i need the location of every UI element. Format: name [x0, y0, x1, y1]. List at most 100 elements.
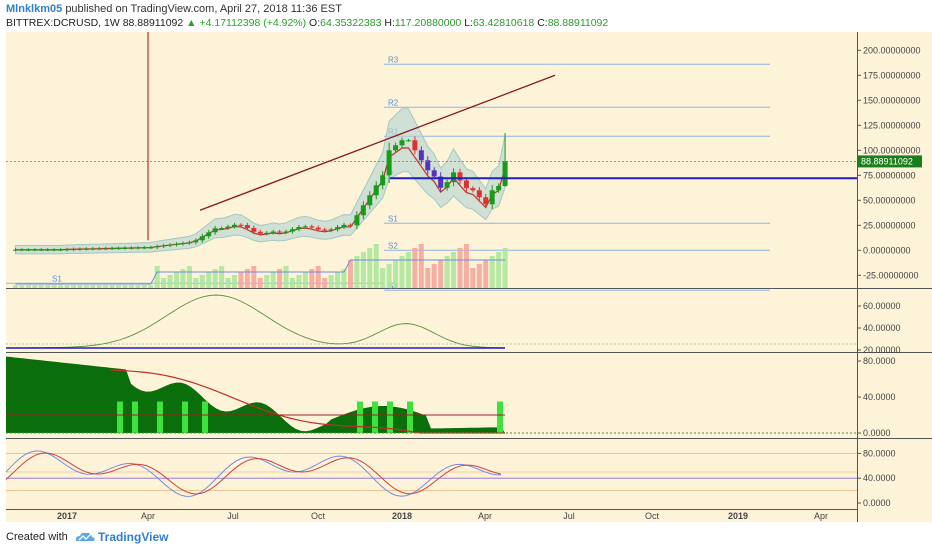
last-price-text: 88.88911092 [122, 17, 184, 29]
volume-bar [470, 268, 476, 288]
price-tick-label: 0.00000000 [863, 245, 911, 255]
candle-body [360, 205, 366, 216]
volume-bar [109, 285, 115, 288]
indicator-tick-label: 0.0000 [863, 428, 891, 438]
volume-bar [418, 244, 424, 288]
volume-bar [122, 285, 128, 288]
time-tick-label: Apr [814, 511, 828, 521]
indicator-pane-3[interactable] [6, 439, 857, 509]
candle-body [128, 247, 134, 249]
tradingview-logo-icon[interactable] [74, 530, 96, 543]
oscillator-spike [407, 401, 413, 433]
candle-body [180, 243, 186, 245]
candle-body [251, 228, 257, 232]
volume-bar [135, 285, 141, 288]
last-price-badge-label: 88.88911092 [861, 156, 913, 166]
time-tick-label: 2018 [392, 511, 412, 521]
candle-body [463, 180, 469, 189]
volume-bar [315, 266, 321, 288]
volume-bar [116, 285, 122, 288]
volume-bar [386, 264, 392, 288]
volume-bar [96, 285, 102, 288]
volume-bar [199, 275, 205, 288]
volume-bar [264, 275, 270, 288]
candle-body [148, 247, 154, 249]
price-axis-area [857, 32, 932, 522]
footer-bar: Created with TradingView [0, 522, 932, 550]
pivot-label-r2: R2 [388, 98, 399, 107]
volume-bar [399, 256, 405, 288]
price-tick-label: 125.00000000 [863, 120, 921, 130]
volume-bar [103, 285, 109, 288]
volume-bar [283, 266, 289, 288]
volume-bar [451, 252, 457, 288]
open-value: 64.35322383 [320, 17, 382, 29]
candle-body [373, 185, 379, 196]
candle-body [25, 249, 31, 251]
volume-bar [12, 285, 18, 288]
pivot-label-left-s1: S1 [52, 274, 62, 283]
candle-body [444, 182, 450, 188]
volume-bar [354, 256, 360, 288]
volume-bar [289, 278, 295, 288]
oscillator-spike [387, 401, 393, 433]
volume-bar [431, 264, 437, 288]
volume-bar [270, 272, 276, 288]
candle-body [425, 160, 431, 171]
candle-body [64, 249, 70, 251]
indicator-pane-1[interactable] [6, 289, 857, 352]
author-name[interactable]: Mlnklkm05 [6, 3, 63, 15]
candle-body [476, 190, 482, 198]
candle-body [283, 231, 289, 233]
stoch-k-line [5, 450, 502, 497]
time-tick-label: 2017 [57, 511, 77, 521]
candle-body [12, 249, 18, 251]
volume-bar [412, 248, 418, 288]
candle-body [212, 228, 218, 233]
volume-bar [174, 272, 180, 288]
low-label: L: [464, 17, 473, 29]
candle-body [315, 227, 321, 230]
high-label: H: [384, 17, 395, 29]
volume-bar [148, 285, 154, 288]
oscillator-spike [372, 401, 378, 433]
chart-canvas[interactable]: R3R2R1PS1S2S3S1 200.00000000175.00000000… [0, 0, 932, 522]
candle-body [483, 197, 489, 205]
volume-bar [193, 278, 199, 288]
tradingview-brand[interactable]: TradingView [98, 530, 169, 544]
volume-bar [251, 266, 257, 288]
candle-body [393, 145, 399, 151]
volume-bar [328, 275, 334, 288]
candle-body [386, 150, 392, 176]
volume-bar [161, 278, 167, 288]
time-tick-label: Oct [645, 511, 660, 521]
time-tick-label: Oct [311, 511, 326, 521]
candle-body [103, 248, 109, 250]
candle-body [90, 248, 96, 250]
volume-bar [19, 285, 25, 288]
volume-bar [463, 244, 469, 288]
volume-bar [335, 272, 341, 288]
price-tick-label: 175.00000000 [863, 70, 921, 80]
candle-body [257, 231, 263, 234]
indicator-tick-label: 60.00000 [863, 301, 901, 311]
volume-ma-line [15, 259, 506, 285]
symbol-name[interactable]: BITTREX:DCRUSD, 1W [6, 17, 120, 29]
candle-body [470, 188, 476, 191]
change-arrow-icon: ▲ [186, 17, 197, 29]
volume-bar [38, 285, 44, 288]
indicator-tick-label: 40.0000 [863, 392, 896, 402]
time-tick-label: Jul [227, 511, 239, 521]
candle-body [70, 249, 76, 251]
volume-bar [77, 285, 83, 288]
oscillator-spike [202, 401, 208, 433]
publish-info: Mlnklkm05 published on TradingView.com, … [6, 3, 342, 15]
candle-body [238, 224, 244, 226]
volume-bar [128, 285, 134, 288]
pivot-label-r3: R3 [388, 55, 399, 64]
candle-body [83, 248, 89, 250]
candle-body [438, 176, 444, 188]
candlesticks [12, 133, 508, 252]
candle-body [328, 229, 334, 231]
candle-body [264, 232, 270, 234]
